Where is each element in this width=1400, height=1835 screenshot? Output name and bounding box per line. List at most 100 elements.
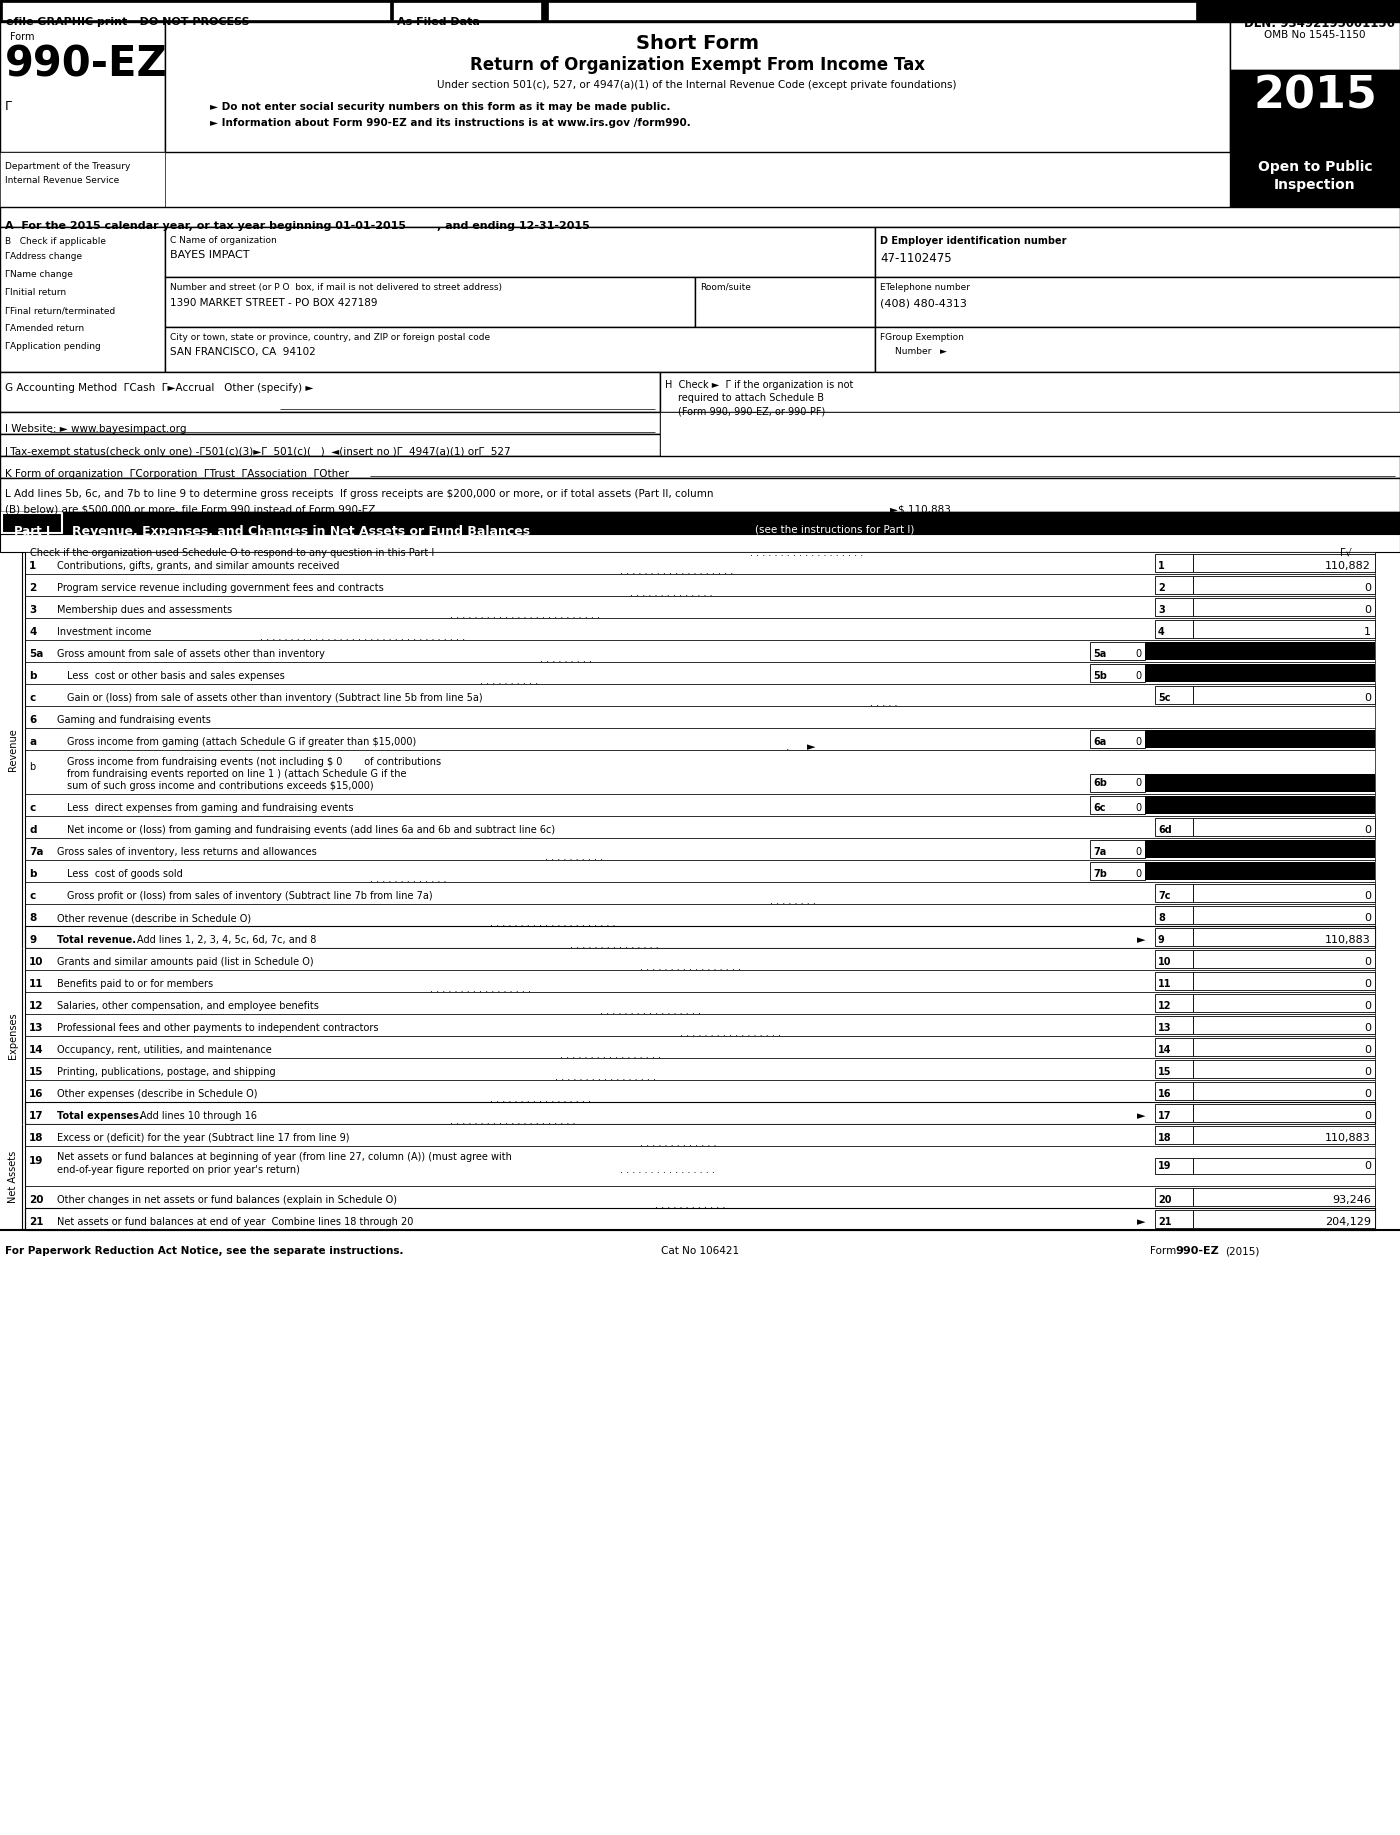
Text: OMB No 1545-1150: OMB No 1545-1150: [1264, 29, 1366, 40]
Bar: [875, 327, 1400, 373]
Bar: [1155, 951, 1193, 969]
Text: . . . . . . . . . . . . . . . . . . . . .: . . . . . . . . . . . . . . . . . . . . …: [449, 1116, 575, 1127]
Text: Department of the Treasury: Department of the Treasury: [6, 161, 130, 171]
Text: 14: 14: [1158, 1046, 1172, 1055]
Text: 1: 1: [1158, 562, 1165, 571]
Bar: [25, 640, 1375, 662]
Text: Under section 501(c), 527, or 4947(a)(1) of the Internal Revenue Code (except pr: Under section 501(c), 527, or 4947(a)(1)…: [437, 81, 956, 90]
Bar: [1145, 774, 1375, 793]
Bar: [1155, 1061, 1193, 1077]
Text: Net assets or fund balances at beginning of year (from line 27, column (A)) (mus: Net assets or fund balances at beginning…: [57, 1152, 512, 1162]
Text: . . . . . . . . . . . . . . . .: . . . . . . . . . . . . . . . .: [620, 1165, 715, 1174]
Bar: [1155, 818, 1193, 837]
Text: 19: 19: [1158, 1162, 1172, 1171]
Text: 11: 11: [1158, 980, 1172, 989]
Text: .: .: [780, 741, 790, 752]
Bar: [1091, 862, 1145, 881]
Text: 110,882: 110,882: [1326, 562, 1371, 571]
Text: Gross income from fundraising events (not including $ 0       of contributions: Gross income from fundraising events (no…: [67, 758, 441, 767]
Text: ΓName change: ΓName change: [6, 270, 73, 279]
Text: Gaming and fundraising events: Gaming and fundraising events: [57, 716, 211, 725]
Text: Printing, publications, postage, and shipping: Printing, publications, postage, and shi…: [57, 1068, 276, 1077]
Bar: [1155, 995, 1193, 1011]
Bar: [25, 1207, 1375, 1229]
Text: 93,246: 93,246: [1333, 1195, 1371, 1206]
Text: 6a: 6a: [1093, 738, 1106, 747]
Bar: [1193, 1209, 1375, 1228]
Bar: [25, 1015, 1375, 1037]
Text: 7b: 7b: [1093, 870, 1107, 879]
Bar: [1155, 554, 1193, 573]
Text: . . . . . . . . . . . . . . . . . . . . . . . . . . . . . . . . . .: . . . . . . . . . . . . . . . . . . . . …: [260, 631, 465, 642]
Text: 7c: 7c: [1158, 892, 1170, 901]
Text: 13: 13: [1158, 1024, 1172, 1033]
Text: 5a: 5a: [1093, 650, 1106, 659]
Bar: [25, 728, 1375, 751]
Bar: [1155, 598, 1193, 617]
Text: 0: 0: [1364, 826, 1371, 835]
Text: Cat No 106421: Cat No 106421: [661, 1246, 739, 1255]
Text: Add lines 1, 2, 3, 4, 5c, 6d, 7c, and 8: Add lines 1, 2, 3, 4, 5c, 6d, 7c, and 8: [137, 936, 316, 945]
Text: 1: 1: [1364, 628, 1371, 637]
Text: 3: 3: [29, 606, 36, 615]
Bar: [1155, 1158, 1193, 1174]
Text: Excess or (deficit) for the year (Subtract line 17 from line 9): Excess or (deficit) for the year (Subtra…: [57, 1134, 350, 1143]
Bar: [25, 574, 1375, 596]
Text: Other expenses (describe in Schedule O): Other expenses (describe in Schedule O): [57, 1090, 258, 1099]
Text: 0: 0: [1364, 914, 1371, 923]
Text: Form: Form: [10, 31, 35, 42]
Bar: [393, 2, 540, 20]
Text: 0: 0: [1364, 1110, 1371, 1121]
Bar: [1091, 730, 1145, 749]
Text: from fundraising events reported on line 1 ) (attach Schedule G if the: from fundraising events reported on line…: [67, 769, 406, 780]
Text: 0: 0: [1364, 1090, 1371, 1099]
Bar: [25, 684, 1375, 706]
Text: 20: 20: [29, 1195, 43, 1206]
Text: 3: 3: [1158, 606, 1165, 615]
Bar: [1231, 70, 1400, 152]
Text: BAYES IMPACT: BAYES IMPACT: [169, 250, 249, 261]
Text: . . . . . . . . . . . . . . . . . . . . . . . . .: . . . . . . . . . . . . . . . . . . . . …: [449, 609, 601, 620]
Text: Gross sales of inventory, less returns and allowances: Gross sales of inventory, less returns a…: [57, 848, 316, 857]
Text: 17: 17: [29, 1110, 43, 1121]
Bar: [1193, 929, 1375, 947]
Text: . . . . . . . . . . . . . . . . .: . . . . . . . . . . . . . . . . .: [680, 1028, 781, 1039]
Text: A  For the 2015 calendar year, or tax year beginning 01-01-2015        , and end: A For the 2015 calendar year, or tax yea…: [6, 220, 589, 231]
Text: Add lines 10 through 16: Add lines 10 through 16: [140, 1110, 258, 1121]
Bar: [875, 228, 1400, 277]
Bar: [25, 1125, 1375, 1147]
Text: H  Check ►  Γ if the organization is not: H Check ► Γ if the organization is not: [665, 380, 854, 391]
Bar: [1193, 973, 1375, 991]
Text: (B) below) are $500,000 or more, file Form 990 instead of Form 990-EZ: (B) below) are $500,000 or more, file Fo…: [6, 505, 375, 514]
Text: 1: 1: [29, 562, 36, 571]
Bar: [25, 927, 1375, 949]
Bar: [25, 905, 1375, 927]
Text: 16: 16: [1158, 1090, 1172, 1099]
Bar: [0, 435, 659, 457]
Text: 12: 12: [29, 1002, 43, 1011]
Text: 15: 15: [1158, 1068, 1172, 1077]
Text: Part I: Part I: [14, 525, 50, 538]
Bar: [1155, 906, 1193, 925]
Text: Gross income from gaming (attach Schedule G if greater than $15,000): Gross income from gaming (attach Schedul…: [67, 738, 416, 747]
Bar: [0, 22, 165, 152]
Text: (see the instructions for Part I): (see the instructions for Part I): [755, 525, 914, 536]
Bar: [25, 1081, 1375, 1103]
Text: 6: 6: [29, 716, 36, 725]
Bar: [1155, 686, 1193, 705]
Text: . . . . . . . . . . . .: . . . . . . . . . . . .: [655, 1200, 725, 1209]
Bar: [25, 552, 1375, 574]
Bar: [1193, 884, 1375, 903]
Text: Occupancy, rent, utilities, and maintenance: Occupancy, rent, utilities, and maintena…: [57, 1046, 272, 1055]
Bar: [25, 1037, 1375, 1059]
Text: 0: 0: [1364, 694, 1371, 703]
Text: 204,129: 204,129: [1324, 1217, 1371, 1228]
Text: 10: 10: [1158, 958, 1172, 967]
Bar: [25, 795, 1375, 817]
Bar: [1231, 22, 1400, 70]
Text: . . . . . . . . . . . . .: . . . . . . . . . . . . .: [370, 873, 447, 884]
Bar: [1193, 1127, 1375, 1143]
Text: 0: 0: [1135, 870, 1142, 879]
Bar: [1145, 796, 1375, 815]
Text: Γ: Γ: [6, 99, 13, 114]
